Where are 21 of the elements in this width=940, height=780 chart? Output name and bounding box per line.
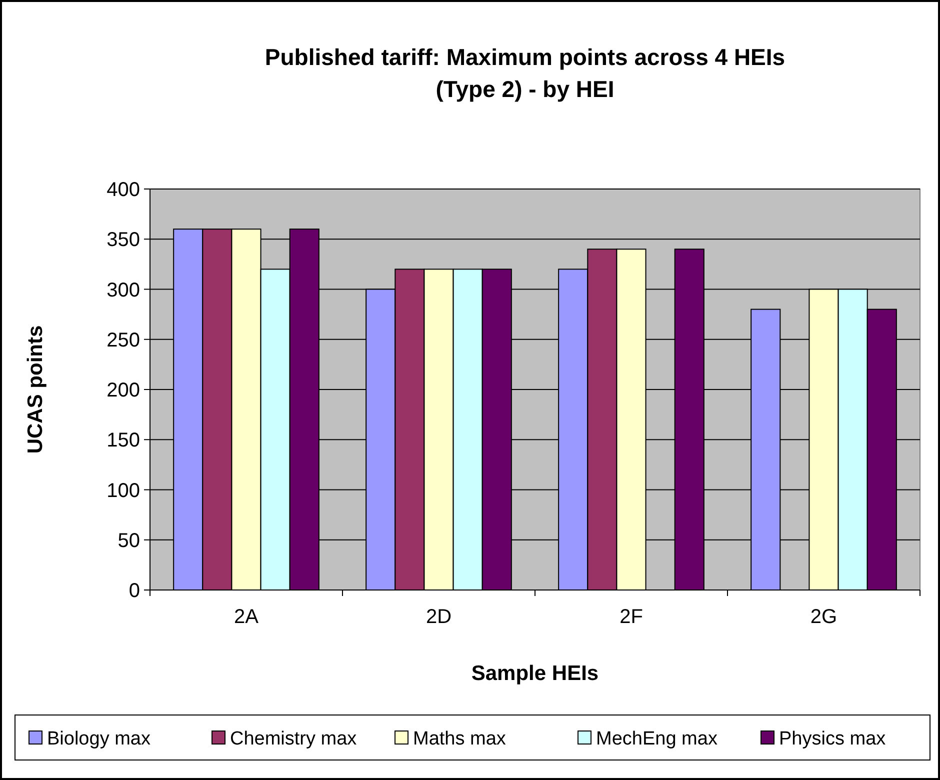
legend-label: Physics max [779, 728, 886, 750]
y-tick-label: 150 [106, 430, 140, 452]
y-tick-label: 50 [118, 530, 140, 552]
y-tick-label: 0 [128, 580, 140, 602]
y-tick-label: 100 [106, 480, 140, 502]
y-tick-label: 200 [106, 380, 140, 402]
y-tick-label: 350 [106, 229, 140, 252]
x-axis-title: Sample HEIs [471, 662, 599, 685]
chart-title: Published tariff: Maximum points across 4 HEIs (Type 2) - by HEI [264, 44, 786, 102]
x-tick-label: 2F [620, 606, 643, 628]
legend-label: Maths max [413, 728, 506, 750]
legend-label: Biology max [47, 728, 151, 750]
x-tick-label: 2G [810, 606, 838, 628]
y-tick-label: 250 [106, 329, 140, 352]
x-tick-label: 2D [426, 606, 452, 628]
y-axis-title: UCAS points [24, 325, 47, 454]
legend-label: Chemistry max [230, 728, 358, 750]
x-tick-label: 2A [234, 606, 260, 628]
legend-label: MechEng max [596, 728, 718, 750]
y-tick-label: 300 [106, 279, 140, 302]
y-tick-label: 400 [106, 179, 140, 201]
